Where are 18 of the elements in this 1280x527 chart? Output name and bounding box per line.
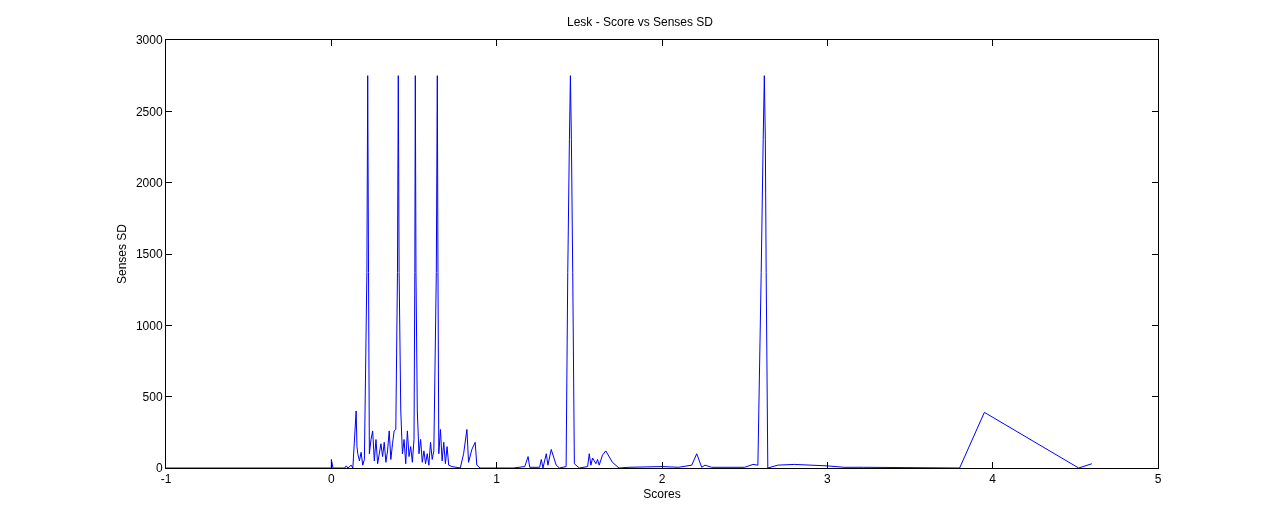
y-tick-label: 1500	[135, 247, 163, 262]
x-tick-label: 1	[493, 472, 501, 487]
y-axis-title: Senses SD	[115, 223, 130, 285]
y-tick-label: 0	[155, 461, 163, 476]
x-tick-label: -1	[160, 472, 172, 487]
y-tick-label: 500	[142, 389, 163, 404]
y-tick-label: 3000	[135, 33, 163, 48]
chart-title: Lesk - Score vs Senses SD	[566, 15, 714, 30]
x-tick-label: 2	[658, 472, 666, 487]
y-tick-label: 1000	[135, 318, 163, 333]
x-tick-label: 5	[1154, 472, 1162, 487]
y-tick-label: 2000	[135, 175, 163, 190]
x-tick-label: 4	[989, 472, 997, 487]
x-axis-title: Scores	[643, 487, 681, 502]
x-tick-label: 3	[823, 472, 831, 487]
line-series	[166, 75, 1093, 468]
x-tick-label: 0	[327, 472, 335, 487]
y-tick-label: 2500	[135, 104, 163, 119]
